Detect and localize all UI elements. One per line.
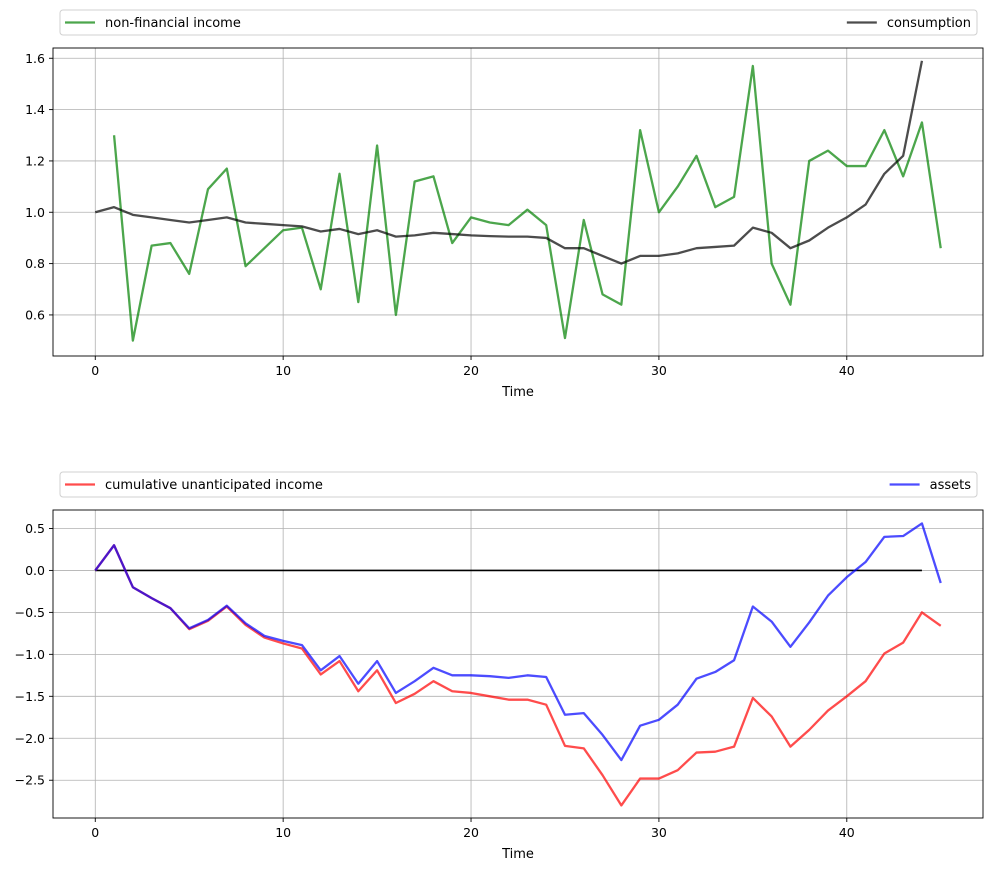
y-tick-label: 0.6 <box>25 307 45 322</box>
legend-box <box>59 9 978 36</box>
x-tick-label: 40 <box>839 825 855 840</box>
y-tick-label: −0.5 <box>15 605 45 620</box>
x-tick-label: 10 <box>275 825 291 840</box>
x-axis-label: Time <box>501 385 534 400</box>
chart-panel-1: 0 10 20 30 40 0.6 0.8 1.0 1.2 1.4 1.6 Time non-finan… <box>25 9 984 400</box>
x-tick-label: 30 <box>651 825 667 840</box>
x-tick-label: 40 <box>839 363 855 378</box>
axes-frame <box>52 509 984 819</box>
y-tick-label: −1.5 <box>15 689 45 704</box>
series-line-non-financial-income <box>112 64 942 342</box>
x-tick-label: 30 <box>651 363 667 378</box>
legend: non-financial income consumption <box>59 9 978 36</box>
legend-label: non-financial income <box>105 16 241 31</box>
y-tick-label: 1.6 <box>25 51 45 66</box>
x-tick-label: 0 <box>91 363 99 378</box>
legend-label: cumulative unanticipated income <box>105 478 323 493</box>
series-line-consumption <box>94 60 924 265</box>
y-tick-label: 1.0 <box>25 205 45 220</box>
legend-label: assets <box>930 478 972 493</box>
x-tick-label: 20 <box>463 363 479 378</box>
axes-frame <box>52 47 984 357</box>
series-line-assets <box>94 522 942 762</box>
x-tick-label: 20 <box>463 825 479 840</box>
y-tick-label: 1.4 <box>25 102 45 117</box>
x-tick-label: 10 <box>275 363 291 378</box>
y-tick-label: −1.0 <box>15 647 45 662</box>
legend-label: consumption <box>887 16 971 31</box>
chart-panel-2: 0 10 20 30 40 −2.5 −2.0 −1.5 −1.0 −0.5 0.0 0.5 Time c… <box>15 471 984 862</box>
y-tick-label: −2.0 <box>15 731 45 746</box>
y-tick-label: −2.5 <box>15 773 45 788</box>
y-tick-label: 0.0 <box>25 563 45 578</box>
x-axis-label: Time <box>501 847 534 862</box>
y-tick-label: 1.2 <box>25 153 45 168</box>
legend-box <box>59 471 978 498</box>
y-tick-label: 0.8 <box>25 256 45 271</box>
x-tick-label: 0 <box>91 825 99 840</box>
series-line-cumulative-unanticipated-income <box>94 544 942 807</box>
legend: cumulative unanticipated income assets <box>59 471 978 498</box>
y-tick-label: 0.5 <box>25 521 45 536</box>
